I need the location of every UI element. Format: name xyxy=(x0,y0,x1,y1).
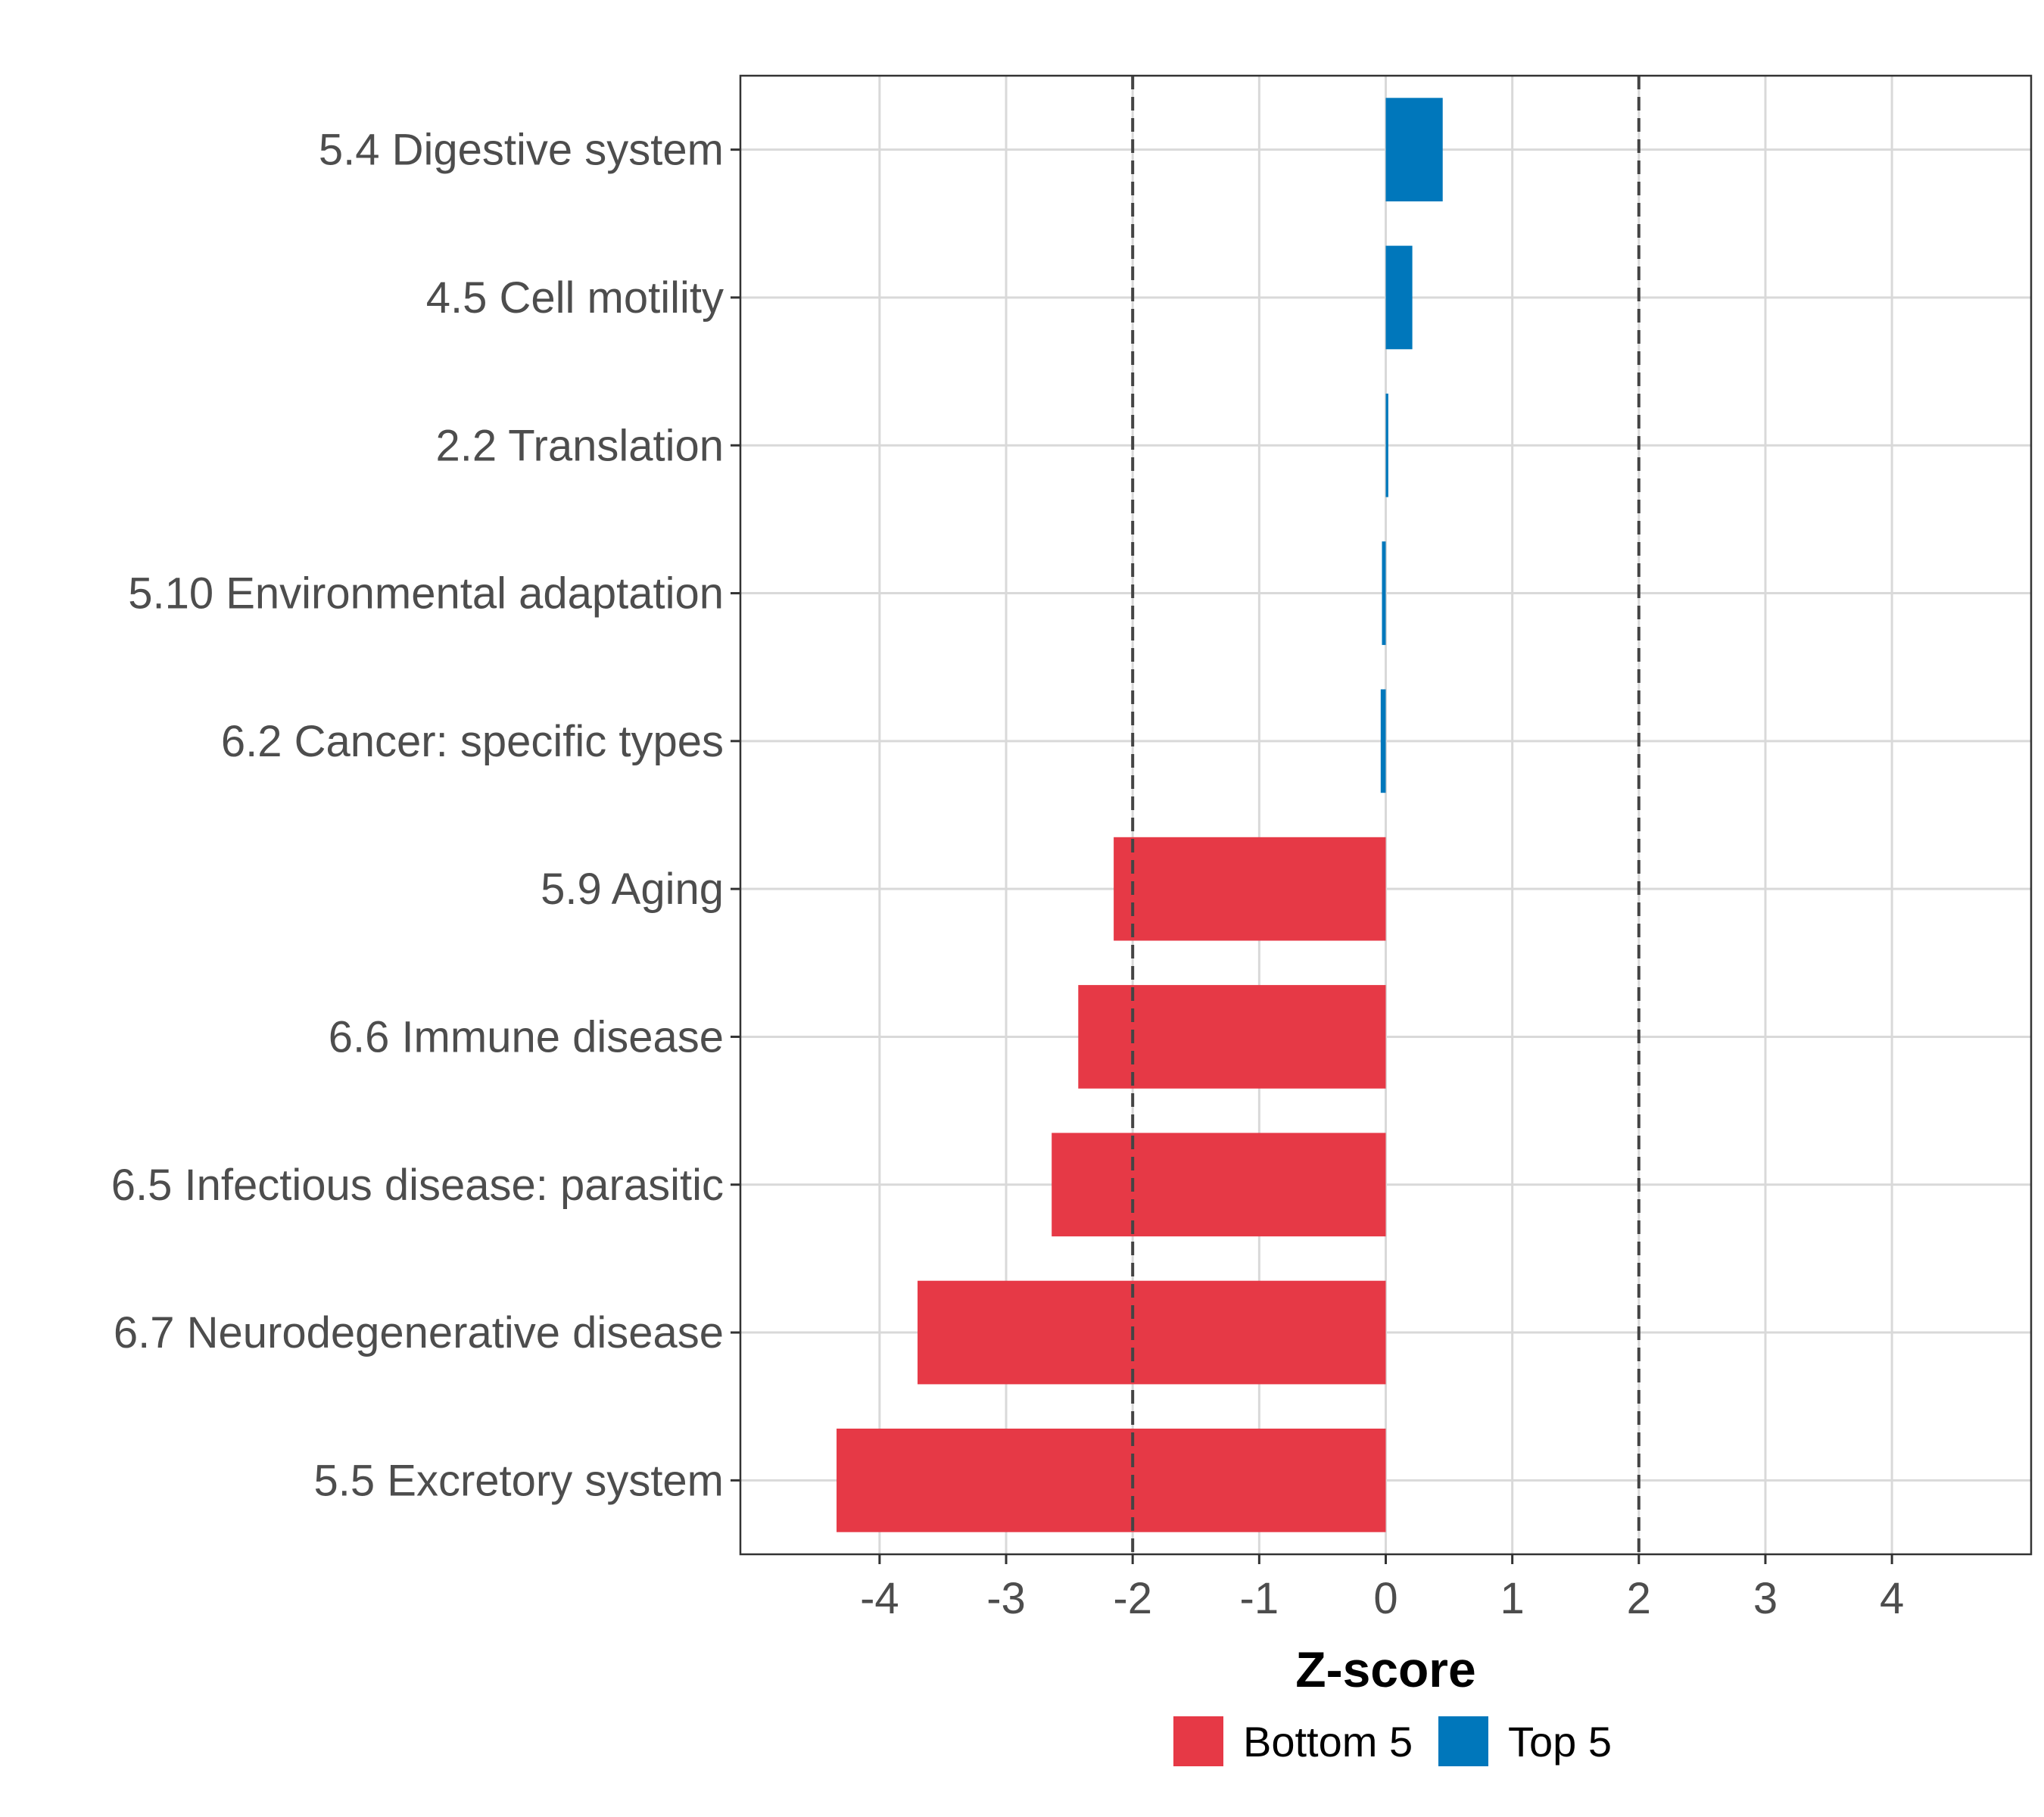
x-tick-label: -1 xyxy=(1240,1574,1279,1623)
reference-lines xyxy=(1131,76,1640,1554)
bar xyxy=(1052,1133,1386,1237)
category-label: 6.5 Infectious disease: parasitic xyxy=(111,1161,724,1210)
x-tick-label: -3 xyxy=(986,1574,1026,1623)
bar xyxy=(1078,985,1386,1089)
x-tick-label: 0 xyxy=(1373,1574,1397,1623)
legend-label: Bottom 5 xyxy=(1243,1718,1413,1766)
bar xyxy=(1385,393,1388,497)
bar xyxy=(1380,689,1386,793)
bar xyxy=(1382,541,1386,645)
bar xyxy=(918,1280,1386,1385)
category-label: 5.9 Aging xyxy=(541,865,724,914)
category-label: 6.6 Immune disease xyxy=(329,1012,724,1061)
x-tick-label: -2 xyxy=(1113,1574,1152,1623)
legend-swatch xyxy=(1173,1716,1223,1766)
bar xyxy=(1385,98,1443,202)
bar-layer xyxy=(837,98,1443,1532)
category-label: 6.2 Cancer: specific types xyxy=(221,717,724,766)
x-tick-label: 1 xyxy=(1500,1574,1525,1623)
y-axis: 5.4 Digestive system 4.5 Cell motility 2.2… xyxy=(111,126,740,1505)
x-tick-label: 3 xyxy=(1753,1574,1778,1623)
x-axis-title: Z-score xyxy=(1295,1641,1475,1697)
x-tick-label: 4 xyxy=(1880,1574,1904,1623)
legend-label: Top 5 xyxy=(1508,1718,1612,1766)
category-label: 2.2 Translation xyxy=(436,421,724,470)
category-label: 4.5 Cell motility xyxy=(426,273,724,323)
x-tick-label: -4 xyxy=(860,1574,899,1623)
category-label: 5.4 Digestive system xyxy=(319,126,724,175)
x-tick-label: 2 xyxy=(1627,1574,1651,1623)
bar xyxy=(837,1428,1386,1532)
bar xyxy=(1385,245,1413,350)
legend: Bottom 5 Top 5 xyxy=(1173,1716,1612,1766)
category-label: 6.7 Neurodegenerative disease xyxy=(114,1308,724,1357)
x-axis: -4 -3 -2 -1 0 1 2 3 4 xyxy=(860,1554,1904,1623)
legend-swatch xyxy=(1438,1716,1488,1766)
bar xyxy=(1114,837,1386,941)
category-label: 5.5 Excretory system xyxy=(314,1456,724,1505)
category-label: 5.10 Environmental adaptation xyxy=(128,569,724,619)
